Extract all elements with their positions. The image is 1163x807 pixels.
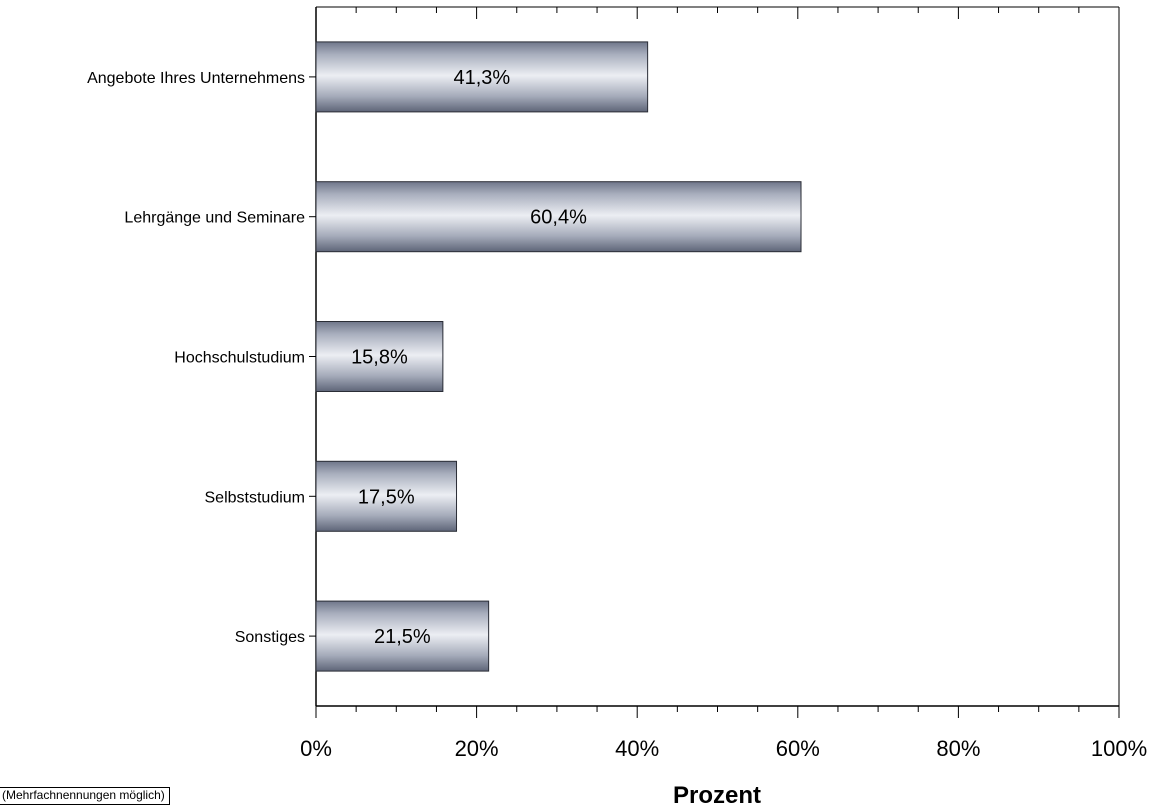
x-axis-title: Prozent	[673, 782, 761, 807]
bar	[315, 460, 458, 532]
x-tick-label: 20%	[455, 736, 499, 761]
category-label: Sonstiges	[235, 629, 305, 646]
bar-value-label: 17,5%	[358, 486, 415, 508]
bar	[315, 600, 490, 672]
bar	[315, 41, 649, 113]
bar-value-label: 60,4%	[530, 207, 587, 229]
x-tick-label: 0%	[300, 736, 332, 761]
x-tick-label: 100%	[1091, 736, 1147, 761]
category-label: Angebote Ihres Unternehmens	[87, 70, 305, 87]
footnote: (Mehrfachnennungen möglich)	[0, 787, 170, 805]
bar-value-label: 21,5%	[374, 626, 431, 648]
x-tick-label: 40%	[615, 736, 659, 761]
bar	[315, 181, 802, 253]
bar-value-label: 41,3%	[453, 67, 510, 89]
x-tick-label: 60%	[776, 736, 820, 761]
x-tick-label: 80%	[936, 736, 980, 761]
category-label: Hochschulstudium	[174, 350, 305, 367]
bar-value-label: 15,8%	[351, 347, 408, 369]
category-label: Lehrgänge und Seminare	[124, 210, 305, 227]
category-label: Selbststudium	[205, 489, 306, 506]
plot-area: 0% 20% 40% 60% 80% 100% Angebote Ihres Unterne…	[87, 6, 1147, 761]
bar	[315, 321, 444, 392]
